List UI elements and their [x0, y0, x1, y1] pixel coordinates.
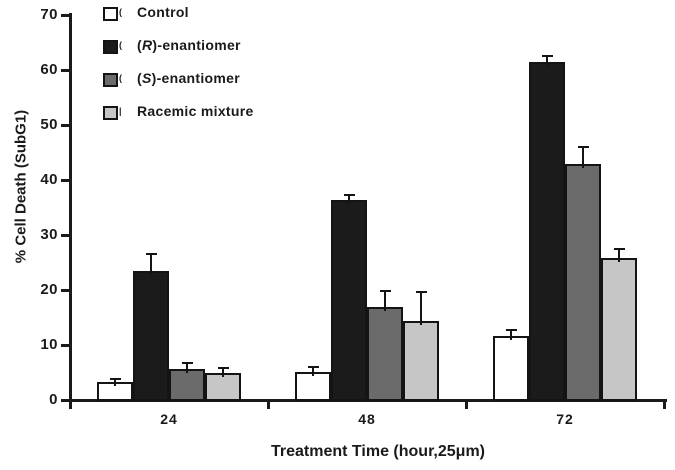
bar-control-48: [295, 371, 331, 401]
error-bar-cap-s-enantiomer-72: [577, 146, 589, 148]
error-bar-cap-control-24: [109, 378, 121, 381]
legend-item-control: ( Control: [103, 4, 254, 37]
y-axis-tick-label: 10: [40, 336, 58, 353]
y-axis-tick: [61, 288, 70, 292]
legend: ( Control ( (R)-enantiomer ( (S)-enantio…: [103, 4, 254, 136]
y-axis-tick-label: 50: [40, 116, 58, 133]
legend-label-r-enantiomer: (R)-enantiomer: [137, 37, 241, 53]
error-bar-cap-r-enantiomer-24: [145, 253, 157, 256]
legend-artifact-glyph: (: [119, 40, 122, 50]
y-axis-tick: [61, 68, 70, 72]
bar-racemic-mixture-48: [403, 320, 439, 401]
y-axis-tick: [61, 13, 70, 17]
error-bar-cap-racemic-mixture-48: [415, 291, 427, 294]
bar-r-enantiomer-24: [133, 270, 169, 401]
y-axis-tick: [61, 398, 70, 402]
x-category-label-24: 24: [160, 411, 178, 427]
x-axis-title: Treatment Time (hour,25μm): [271, 443, 485, 460]
bar-s-enantiomer-48: [367, 307, 403, 401]
error-bar-cap-s-enantiomer-24: [181, 362, 193, 365]
error-bar-s-enantiomer-48: [384, 291, 386, 312]
legend-swatch-r-enantiomer-icon: [103, 40, 118, 54]
error-bar-racemic-mixture-48: [420, 292, 422, 325]
legend-item-s-enantiomer: ( (S)-enantiomer: [103, 70, 254, 103]
legend-swatch-racemic-mixture-icon: [103, 106, 118, 120]
x-axis-tick: [69, 402, 72, 409]
bar-r-enantiomer-72: [529, 61, 565, 401]
x-category-label-72: 72: [556, 411, 574, 427]
error-bar-cap-s-enantiomer-48: [379, 290, 391, 293]
legend-item-r-enantiomer: ( (R)-enantiomer: [103, 37, 254, 70]
bar-racemic-mixture-72: [601, 258, 637, 401]
x-category-label-48: 48: [358, 411, 376, 427]
legend-artifact-glyph: |: [119, 106, 122, 116]
y-axis-line: [69, 13, 72, 406]
error-bar-cap-racemic-mixture-24: [217, 366, 229, 369]
error-bar-cap-control-72: [505, 329, 517, 332]
legend-artifact-glyph: (: [119, 7, 122, 17]
x-axis-tick: [267, 402, 270, 409]
bar-r-enantiomer-48: [331, 200, 367, 401]
error-bar-control-48: [312, 367, 314, 376]
x-axis-tick: [465, 402, 468, 409]
legend-label-racemic-mixture: Racemic mixture: [137, 103, 254, 119]
legend-label-control: Control: [137, 4, 189, 20]
error-bar-cap-r-enantiomer-72: [541, 55, 553, 58]
legend-artifact-glyph: (: [119, 73, 122, 83]
y-axis-tick: [61, 123, 70, 127]
bar-s-enantiomer-24: [169, 368, 205, 401]
error-bar-s-enantiomer-72: [582, 147, 584, 168]
legend-swatch-s-enantiomer-icon: [103, 73, 118, 87]
y-axis-tick: [61, 343, 70, 347]
error-bar-r-enantiomer-48: [348, 194, 350, 205]
error-bar-r-enantiomer-72: [546, 56, 548, 66]
legend-item-racemic-mixture: | Racemic mixture: [103, 103, 254, 136]
y-axis-tick-label: 60: [40, 61, 58, 78]
error-bar-racemic-mixture-24: [222, 367, 224, 378]
error-bar-cap-control-48: [307, 366, 319, 368]
bar-racemic-mixture-24: [205, 373, 241, 401]
y-axis-tick: [61, 233, 70, 237]
x-axis-tick: [663, 402, 666, 409]
legend-swatch-control-icon: [103, 7, 118, 21]
error-bar-cap-racemic-mixture-72: [613, 247, 625, 250]
error-bar-s-enantiomer-24: [186, 363, 188, 373]
bar-s-enantiomer-72: [565, 163, 601, 401]
y-axis-tick-label: 40: [40, 171, 58, 188]
y-axis-tick-label: 70: [40, 6, 58, 23]
error-bar-racemic-mixture-72: [618, 248, 620, 263]
error-bar-control-72: [510, 330, 512, 341]
error-bar-control-24: [114, 379, 116, 387]
legend-label-s-enantiomer: (S)-enantiomer: [137, 70, 240, 86]
y-axis-tick: [61, 178, 70, 182]
y-axis-tick-label: 30: [40, 226, 58, 243]
bar-control-72: [493, 336, 529, 401]
error-bar-r-enantiomer-24: [150, 254, 152, 275]
y-axis-tick-label: 20: [40, 281, 58, 298]
y-axis-tick-label: 0: [49, 391, 58, 408]
error-bar-cap-r-enantiomer-48: [343, 193, 355, 196]
